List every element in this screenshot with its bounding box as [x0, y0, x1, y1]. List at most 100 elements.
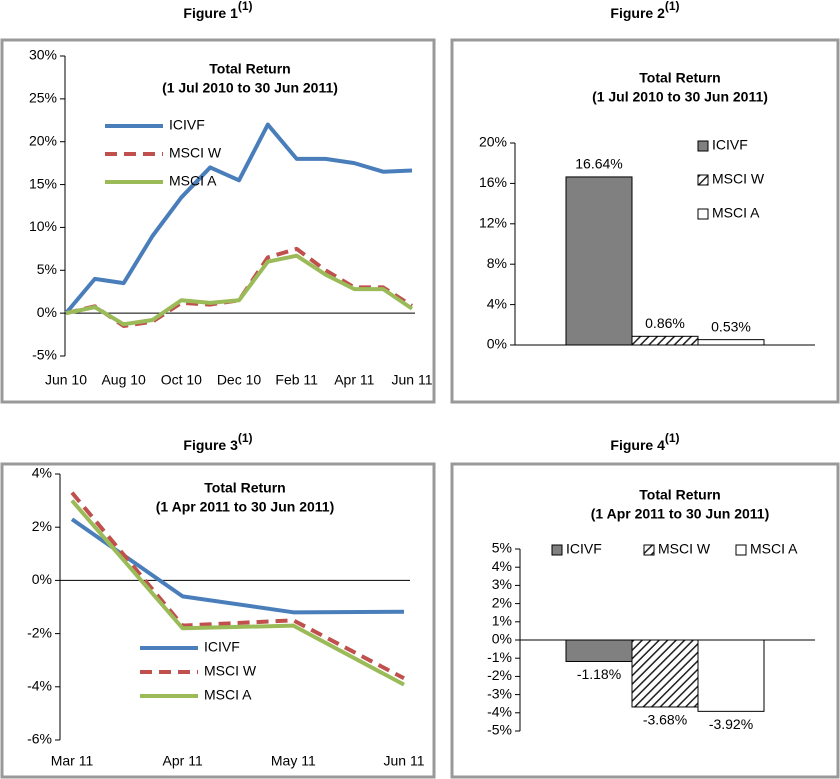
legend-label: MSCI W [169, 145, 222, 161]
value-label: 0.53% [711, 318, 751, 334]
legend-label: MSCI W [658, 541, 711, 557]
y-tick-label: 4% [487, 295, 507, 311]
y-tick-label: 4% [32, 465, 52, 481]
x-tick-label: Jun 11 [384, 753, 425, 769]
y-tick-label: 3% [492, 576, 512, 592]
y-tick-label: 0% [32, 571, 52, 587]
value-label: 16.64% [575, 156, 622, 172]
y-tick-label: 0% [37, 304, 57, 320]
x-tick-label: Dec 10 [217, 372, 262, 388]
figure-heading: Figure 3(1) [183, 431, 252, 453]
panel-frame [0, 462, 436, 779]
chart-subtitle: (1 Jul 2010 to 30 Jun 2011) [162, 80, 338, 96]
y-tick-label: 20% [29, 132, 57, 148]
value-label: 0.86% [645, 315, 685, 331]
legend-label: ICIVF [169, 117, 205, 133]
figure-note: (1) [238, 0, 253, 13]
legend-label: ICIVF [566, 541, 602, 557]
chart-subtitle: (1 Jul 2010 to 30 Jun 2011) [592, 89, 768, 105]
y-tick-label: -2% [27, 624, 52, 640]
y-tick-label: 15% [29, 175, 57, 191]
y-tick-label: -6% [27, 731, 52, 747]
figure-note: (1) [665, 0, 680, 13]
y-tick-label: 1% [492, 613, 512, 629]
figure-heading: Figure 2(1) [610, 0, 679, 21]
legend-swatch [551, 544, 563, 556]
bar [565, 639, 633, 662]
figure-heading-text: Figure 3 [183, 437, 238, 453]
y-tick-label: -5% [487, 722, 512, 738]
chart-title: Total Return [209, 61, 290, 77]
chart-title: Total Return [639, 70, 720, 86]
x-tick-label: May 11 [271, 753, 316, 769]
legend-swatch [697, 140, 709, 152]
y-tick-label: 25% [29, 90, 57, 106]
x-tick-label: Apr 11 [163, 753, 203, 769]
chart-title: Total Return [639, 487, 720, 503]
legend-label: MSCI A [204, 687, 252, 703]
legend-label: ICIVF [712, 137, 748, 153]
y-tick-label: 20% [479, 134, 507, 150]
y-tick-label: 8% [487, 255, 507, 271]
y-tick-label: 10% [29, 218, 57, 234]
y-tick-label: -3% [487, 685, 512, 701]
figure-heading-text: Figure 2 [610, 5, 665, 21]
legend-swatch [697, 174, 709, 186]
legend-swatch [697, 208, 709, 220]
series-line [64, 122, 413, 315]
series-line [70, 491, 405, 681]
bar [697, 639, 765, 712]
y-tick-label: -4% [487, 704, 512, 720]
value-label: -1.18% [577, 666, 621, 682]
y-tick-label: 12% [479, 215, 507, 231]
panel-frame [450, 462, 840, 779]
figure-heading: Figure 1(1) [183, 0, 252, 21]
bar [631, 335, 699, 346]
x-tick-label: Jun 10 [45, 372, 87, 388]
y-tick-label: 2% [32, 518, 52, 534]
y-tick-label: -2% [487, 667, 512, 683]
x-tick-label: Feb 11 [275, 372, 318, 388]
value-label: -3.68% [643, 712, 687, 728]
x-tick-label: Oct 10 [161, 372, 202, 388]
y-tick-label: 4% [492, 558, 512, 574]
y-tick-label: 5% [492, 540, 512, 556]
y-tick-label: 30% [29, 47, 57, 63]
figure-note: (1) [665, 431, 680, 445]
figure-heading-text: Figure 1 [183, 5, 238, 21]
legend-swatch [643, 544, 655, 556]
legend-label: MSCI W [204, 663, 257, 679]
x-tick-label: Apr 11 [334, 372, 374, 388]
x-tick-label: Jun 11 [392, 372, 433, 388]
x-tick-label: Mar 11 [51, 753, 94, 769]
panel-frame [0, 38, 436, 404]
chart-title: Total Return [204, 480, 285, 496]
bar [565, 176, 633, 346]
y-tick-label: -4% [27, 678, 52, 694]
legend-label: MSCI A [169, 173, 217, 189]
y-tick-label: 0% [487, 336, 507, 352]
legend-swatch [735, 544, 747, 556]
legend-label: MSCI A [750, 541, 798, 557]
legend-label: MSCI W [712, 171, 765, 187]
y-tick-label: 5% [37, 261, 57, 277]
series-line [65, 253, 414, 327]
bar [697, 339, 765, 346]
y-tick-label: -1% [487, 649, 512, 665]
figure-heading-text: Figure 4 [610, 437, 665, 453]
chart-subtitle: (1 Apr 2011 to 30 Jun 2011) [156, 499, 334, 515]
figure-note: (1) [238, 431, 253, 445]
series-line [70, 499, 405, 687]
bar [631, 639, 699, 708]
legend-label: MSCI A [712, 205, 760, 221]
chart-subtitle: (1 Apr 2011 to 30 Jun 2011) [591, 506, 769, 522]
value-label: -3.92% [709, 716, 753, 732]
x-tick-label: Aug 10 [101, 372, 146, 388]
y-tick-label: 2% [492, 594, 512, 610]
y-tick-label: -5% [32, 347, 57, 363]
legend-label: ICIVF [204, 639, 240, 655]
y-tick-label: 16% [479, 174, 507, 190]
y-tick-label: 0% [492, 631, 512, 647]
figure-heading: Figure 4(1) [610, 431, 679, 453]
